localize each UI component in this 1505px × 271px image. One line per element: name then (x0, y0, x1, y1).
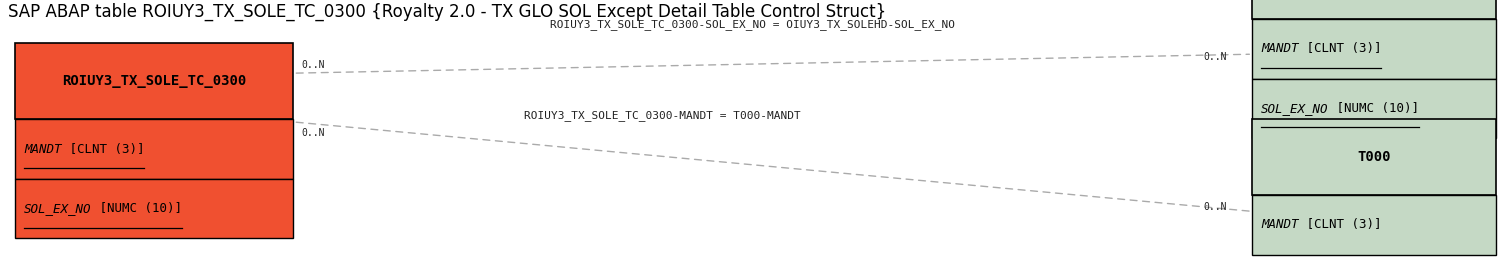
Text: [NUMC (10)]: [NUMC (10)] (92, 202, 182, 215)
Text: SAP ABAP table ROIUY3_TX_SOLE_TC_0300 {Royalty 2.0 - TX GLO SOL Except Detail Ta: SAP ABAP table ROIUY3_TX_SOLE_TC_0300 {R… (8, 3, 886, 21)
Text: [CLNT (3)]: [CLNT (3)] (1299, 42, 1382, 55)
Bar (1252, 0, 1496, 19)
Text: [CLNT (3)]: [CLNT (3)] (62, 143, 144, 156)
Text: SOL_EX_NO: SOL_EX_NO (24, 202, 92, 215)
Text: ROIUY3_TX_SOLE_TC_0300: ROIUY3_TX_SOLE_TC_0300 (62, 74, 247, 88)
Text: SOL_EX_NO: SOL_EX_NO (1261, 102, 1329, 115)
Text: ROIUY3_TX_SOLE_TC_0300-SOL_EX_NO = OIUY3_TX_SOLEHD-SOL_EX_NO: ROIUY3_TX_SOLE_TC_0300-SOL_EX_NO = OIUY3… (549, 19, 956, 30)
Text: MANDT: MANDT (1261, 42, 1299, 55)
Text: 0..N: 0..N (1202, 202, 1227, 212)
Bar (1252, 195, 1496, 255)
Bar (1252, 79, 1496, 138)
Bar (15, 179, 293, 238)
Bar (15, 43, 293, 119)
Text: 0..N: 0..N (1202, 52, 1227, 62)
Text: MANDT: MANDT (24, 143, 62, 156)
Text: [CLNT (3)]: [CLNT (3)] (1299, 218, 1382, 231)
Text: 0..N: 0..N (301, 128, 325, 138)
Bar (1252, 19, 1496, 79)
Text: ROIUY3_TX_SOLE_TC_0300-MANDT = T000-MANDT: ROIUY3_TX_SOLE_TC_0300-MANDT = T000-MAND… (524, 110, 801, 121)
Text: MANDT: MANDT (1261, 218, 1299, 231)
Text: [NUMC (10)]: [NUMC (10)] (1329, 102, 1419, 115)
Bar (15, 119, 293, 179)
Text: 0..N: 0..N (301, 60, 325, 70)
Bar (1252, 119, 1496, 195)
Text: T000: T000 (1358, 150, 1391, 164)
